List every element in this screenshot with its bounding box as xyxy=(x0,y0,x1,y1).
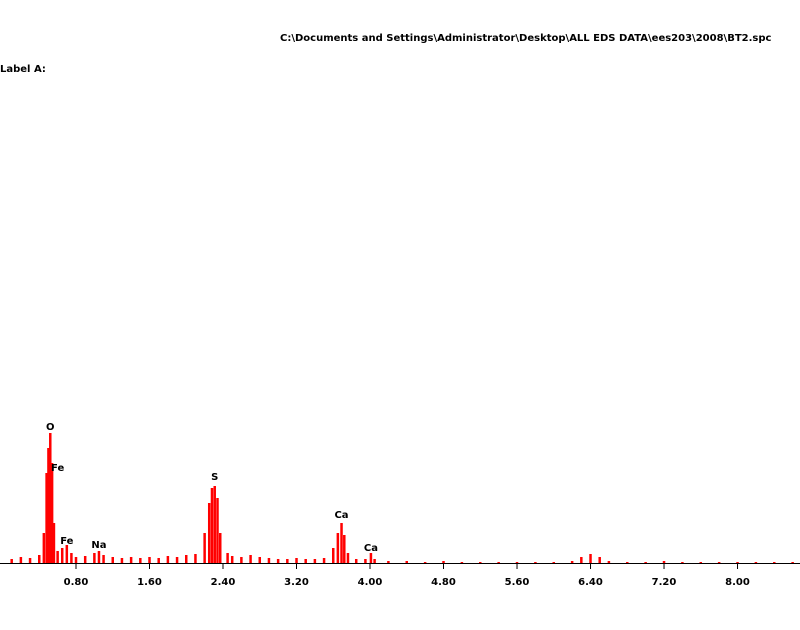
x-tick-label: 5.60 xyxy=(505,577,530,588)
x-tick-label: 8.00 xyxy=(725,577,750,588)
x-tick-label: 1.60 xyxy=(137,577,162,588)
peak-label: Na xyxy=(91,540,106,551)
peak-label: Fe xyxy=(60,536,73,547)
peak-label: O xyxy=(46,422,55,433)
peak-label: Fe xyxy=(51,463,64,474)
x-tick-label: 4.00 xyxy=(358,577,383,588)
label: Label A: xyxy=(0,64,46,75)
x-tick-label: 3.20 xyxy=(284,577,309,588)
peak-label: S xyxy=(211,472,218,483)
peak-label: Ca xyxy=(364,543,378,554)
chart-title: C:\Documents and Settings\Administrator\… xyxy=(280,33,772,44)
x-tick-label: 7.20 xyxy=(652,577,677,588)
x-tick-label: 4.80 xyxy=(431,577,456,588)
peak-label: Ca xyxy=(334,510,348,521)
x-tick-label: 6.40 xyxy=(578,577,603,588)
x-tick-label: 0.80 xyxy=(64,577,89,588)
x-tick-label: 2.40 xyxy=(211,577,236,588)
